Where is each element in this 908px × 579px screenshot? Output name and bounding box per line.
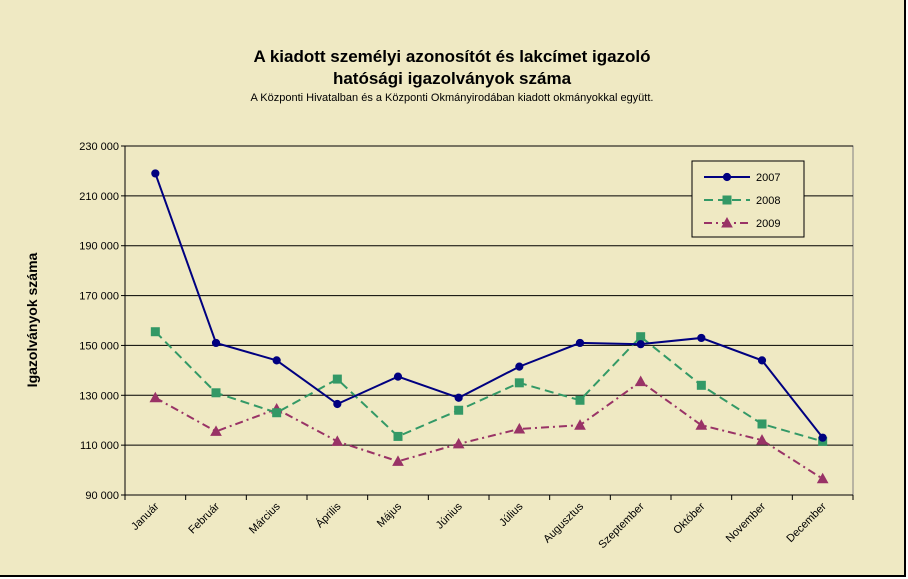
data-point-2009 bbox=[452, 437, 465, 449]
data-point-2008 bbox=[150, 327, 160, 337]
x-tick-label: Október bbox=[671, 500, 707, 536]
y-tick-label: 110 000 bbox=[80, 440, 119, 452]
data-point-2008 bbox=[514, 378, 524, 388]
data-point-2007 bbox=[515, 362, 524, 371]
x-tick-label: November bbox=[724, 500, 769, 545]
legend-label-2008: 2008 bbox=[756, 195, 780, 207]
data-point-2008 bbox=[393, 431, 403, 441]
data-point-2008 bbox=[332, 374, 342, 384]
data-point-2008 bbox=[696, 380, 706, 390]
x-tick-label: Június bbox=[434, 500, 465, 531]
data-point-2009 bbox=[210, 425, 222, 436]
y-tick-label: 150 000 bbox=[79, 340, 119, 352]
data-point-2008 bbox=[454, 405, 464, 415]
x-tick-label: Július bbox=[497, 500, 526, 529]
data-point-2008 bbox=[757, 419, 767, 429]
series-line-2009 bbox=[154, 380, 824, 480]
data-point-2007 bbox=[636, 340, 645, 349]
x-tick-label: Március bbox=[247, 500, 283, 536]
y-tick-label: 230 000 bbox=[79, 141, 119, 153]
data-point-2009 bbox=[634, 375, 647, 387]
chart-title-line1: A kiadott személyi azonosítót és lakcíme… bbox=[253, 47, 651, 66]
data-point-2009 bbox=[756, 434, 768, 445]
y-tick-label: 130 000 bbox=[79, 390, 119, 402]
data-point-2007 bbox=[757, 356, 767, 365]
data-point-2008 bbox=[272, 408, 282, 418]
x-tick-label: Szeptember bbox=[596, 500, 647, 551]
data-point-2007 bbox=[697, 333, 706, 343]
data-point-2007 bbox=[393, 372, 403, 381]
x-tick-label: Május bbox=[375, 500, 405, 530]
data-point-2009 bbox=[695, 419, 708, 430]
series-line-2008 bbox=[154, 331, 823, 443]
chart-subtitle: A Központi Hivatalban és a Központi Okmá… bbox=[250, 92, 654, 104]
data-point-2009 bbox=[574, 419, 586, 430]
x-tick-label: Április bbox=[313, 500, 344, 531]
data-point-2007 bbox=[211, 338, 221, 348]
chart-title-line2: hatósági igazolványok száma bbox=[332, 69, 572, 88]
y-tick-label: 210 000 bbox=[79, 191, 119, 203]
legend-marker-2007 bbox=[722, 172, 732, 182]
data-point-2007 bbox=[575, 338, 585, 348]
series-line-2007 bbox=[154, 173, 824, 439]
data-point-2007 bbox=[333, 399, 342, 409]
y-tick-label: 90 000 bbox=[85, 490, 119, 502]
y-tick-label: 170 000 bbox=[79, 291, 119, 303]
x-tick-label: December bbox=[784, 500, 829, 545]
data-point-2007 bbox=[151, 169, 160, 178]
data-point-2009 bbox=[392, 455, 404, 466]
data-point-2008 bbox=[575, 395, 585, 405]
data-point-2007 bbox=[454, 393, 463, 402]
data-point-2007 bbox=[272, 356, 281, 365]
data-point-2008 bbox=[211, 388, 221, 398]
data-point-2009 bbox=[149, 391, 162, 403]
legend-label-2009: 2009 bbox=[756, 218, 780, 230]
data-point-2009 bbox=[513, 422, 526, 434]
legend-marker-2009 bbox=[721, 216, 733, 228]
x-tick-label: Február bbox=[186, 500, 222, 536]
legend-label-2007: 2007 bbox=[756, 172, 780, 184]
legend-marker-2008 bbox=[722, 195, 732, 205]
x-tick-label: Január bbox=[129, 500, 162, 533]
data-point-2008 bbox=[636, 332, 646, 342]
y-tick-label: 190 000 bbox=[79, 241, 119, 253]
legend: 2007 2008 2009 bbox=[691, 160, 805, 238]
data-point-2009 bbox=[331, 435, 344, 446]
x-tick-label: Augusztus bbox=[541, 500, 586, 545]
data-point-2007 bbox=[818, 433, 827, 442]
data-point-2009 bbox=[816, 472, 829, 484]
